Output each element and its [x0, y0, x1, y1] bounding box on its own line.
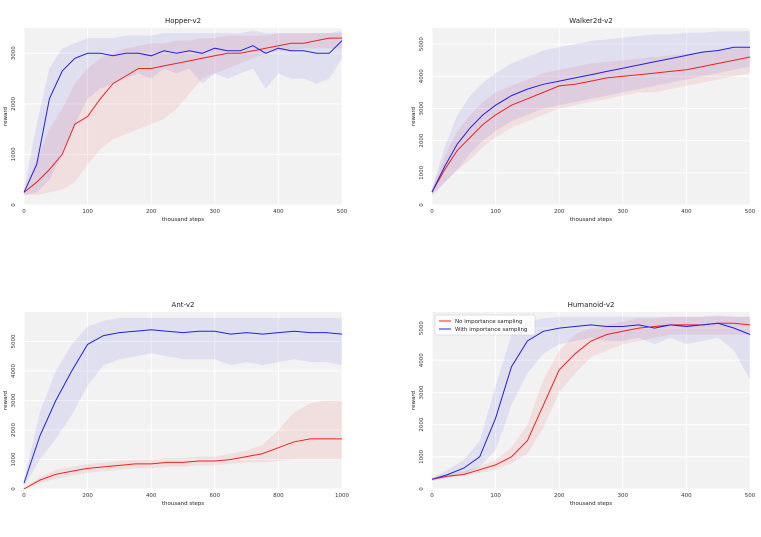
x-tick-label: 300	[210, 209, 221, 215]
y-tick-label: 2000	[419, 417, 425, 431]
legend-label-with-is: With importance sampling	[455, 327, 528, 333]
series-line-with-is	[431, 46, 750, 193]
x-tick-label: 300	[618, 493, 629, 499]
legend: No importance sampling With importance sa…	[434, 314, 536, 336]
series-line-no-is	[431, 322, 751, 480]
confidence-band-with-is	[432, 315, 750, 481]
y-axis-label: reward	[3, 391, 9, 410]
y-axis-label: reward	[3, 107, 9, 126]
x-tick-label: 500	[745, 209, 756, 215]
confidence-band-no-is	[24, 33, 342, 195]
x-axis-label: thousand steps	[162, 501, 204, 507]
y-tick-label: 4000	[419, 69, 425, 83]
chart-panel-4: 0 100 200 300 400 500010002000300040005000Hum…	[411, 301, 756, 507]
x-axis-label: thousand steps	[162, 217, 204, 223]
x-tick-label: 200	[554, 209, 565, 215]
y-tick-label: 4000	[11, 364, 17, 378]
chart-title: Hopper-v2	[165, 17, 201, 25]
y-tick-label: 2000	[11, 423, 17, 437]
x-tick-label: 200	[146, 209, 157, 215]
x-axis-label: thousand steps	[570, 217, 612, 223]
plot-background	[432, 28, 750, 205]
confidence-band-no-is	[432, 316, 750, 481]
x-tick-label: 400	[146, 493, 157, 499]
y-tick-label: 0	[419, 203, 425, 207]
series-line-with-is	[431, 322, 751, 480]
x-tick-label: 500	[337, 209, 348, 215]
chart-panel-2: 0 100 200 300 400 500010002000300040005000Wal…	[411, 17, 756, 223]
x-tick-label: 600	[210, 493, 221, 499]
x-tick-label: 100	[82, 209, 93, 215]
legend-box	[434, 314, 536, 336]
y-tick-label: 0	[11, 487, 17, 491]
series-line-no-is	[23, 438, 342, 490]
y-tick-label: 3000	[11, 393, 17, 407]
series-line-no-is	[23, 37, 342, 193]
chart-panel-3: 0 200 400 600 800 1000 0 1000 2000 3000 4000 5000 An…	[3, 301, 349, 507]
x-tick-label: 500	[745, 493, 756, 499]
confidence-band-with-is	[24, 317, 342, 487]
confidence-band-with-is	[24, 30, 342, 195]
x-tick-label: 400	[681, 209, 692, 215]
legend-label-no-is: No importance sampling	[455, 319, 523, 325]
x-tick-label: 400	[681, 493, 692, 499]
x-tick-label: 0	[430, 493, 434, 499]
x-tick-label: 1000	[335, 493, 349, 499]
x-tick-label: 300	[618, 209, 629, 215]
y-tick-label: 0	[419, 487, 425, 491]
chart-panel-1: 0 100 200 300 400 500 0 1000 2000 3000 Hopper-v2 th…	[3, 17, 348, 223]
chart-title: Walker2d-v2	[569, 17, 613, 25]
y-tick-label: 1000	[419, 165, 425, 179]
x-axis-label: thousand steps	[570, 501, 612, 507]
confidence-band-no-is	[432, 47, 750, 196]
confidence-band-with-is	[432, 31, 750, 196]
x-tick-label: 0	[22, 493, 26, 499]
series-line-no-is	[431, 56, 751, 193]
y-tick-label: 5000	[419, 37, 425, 51]
y-tick-label: 2000	[419, 133, 425, 147]
y-tick-label: 1000	[11, 452, 17, 466]
y-tick-label: 4000	[419, 353, 425, 367]
y-tick-label: 5000	[11, 334, 17, 348]
chart-title: Humanoid-v2	[568, 301, 615, 309]
y-tick-label: 3000	[419, 385, 425, 399]
x-tick-label: 100	[490, 493, 501, 499]
y-tick-label: 3000	[11, 46, 17, 60]
series-line-with-is	[23, 40, 343, 193]
y-tick-label: 1000	[419, 449, 425, 463]
chart-title: Ant-v2	[172, 301, 195, 309]
y-tick-label: 2000	[11, 96, 17, 110]
x-tick-label: 800	[273, 493, 284, 499]
y-axis-label: reward	[411, 107, 417, 126]
x-tick-label: 400	[273, 209, 284, 215]
y-tick-label: 3000	[419, 101, 425, 115]
x-tick-label: 100	[490, 209, 501, 215]
y-tick-label: 5000	[419, 321, 425, 335]
y-tick-label: 0	[11, 203, 17, 207]
series-line-with-is	[23, 329, 343, 484]
x-tick-label: 0	[430, 209, 434, 215]
x-tick-label: 200	[82, 493, 93, 499]
y-tick-label: 1000	[11, 147, 17, 161]
y-axis-label: reward	[411, 391, 417, 410]
x-tick-label: 200	[554, 493, 565, 499]
x-tick-label: 0	[22, 209, 26, 215]
